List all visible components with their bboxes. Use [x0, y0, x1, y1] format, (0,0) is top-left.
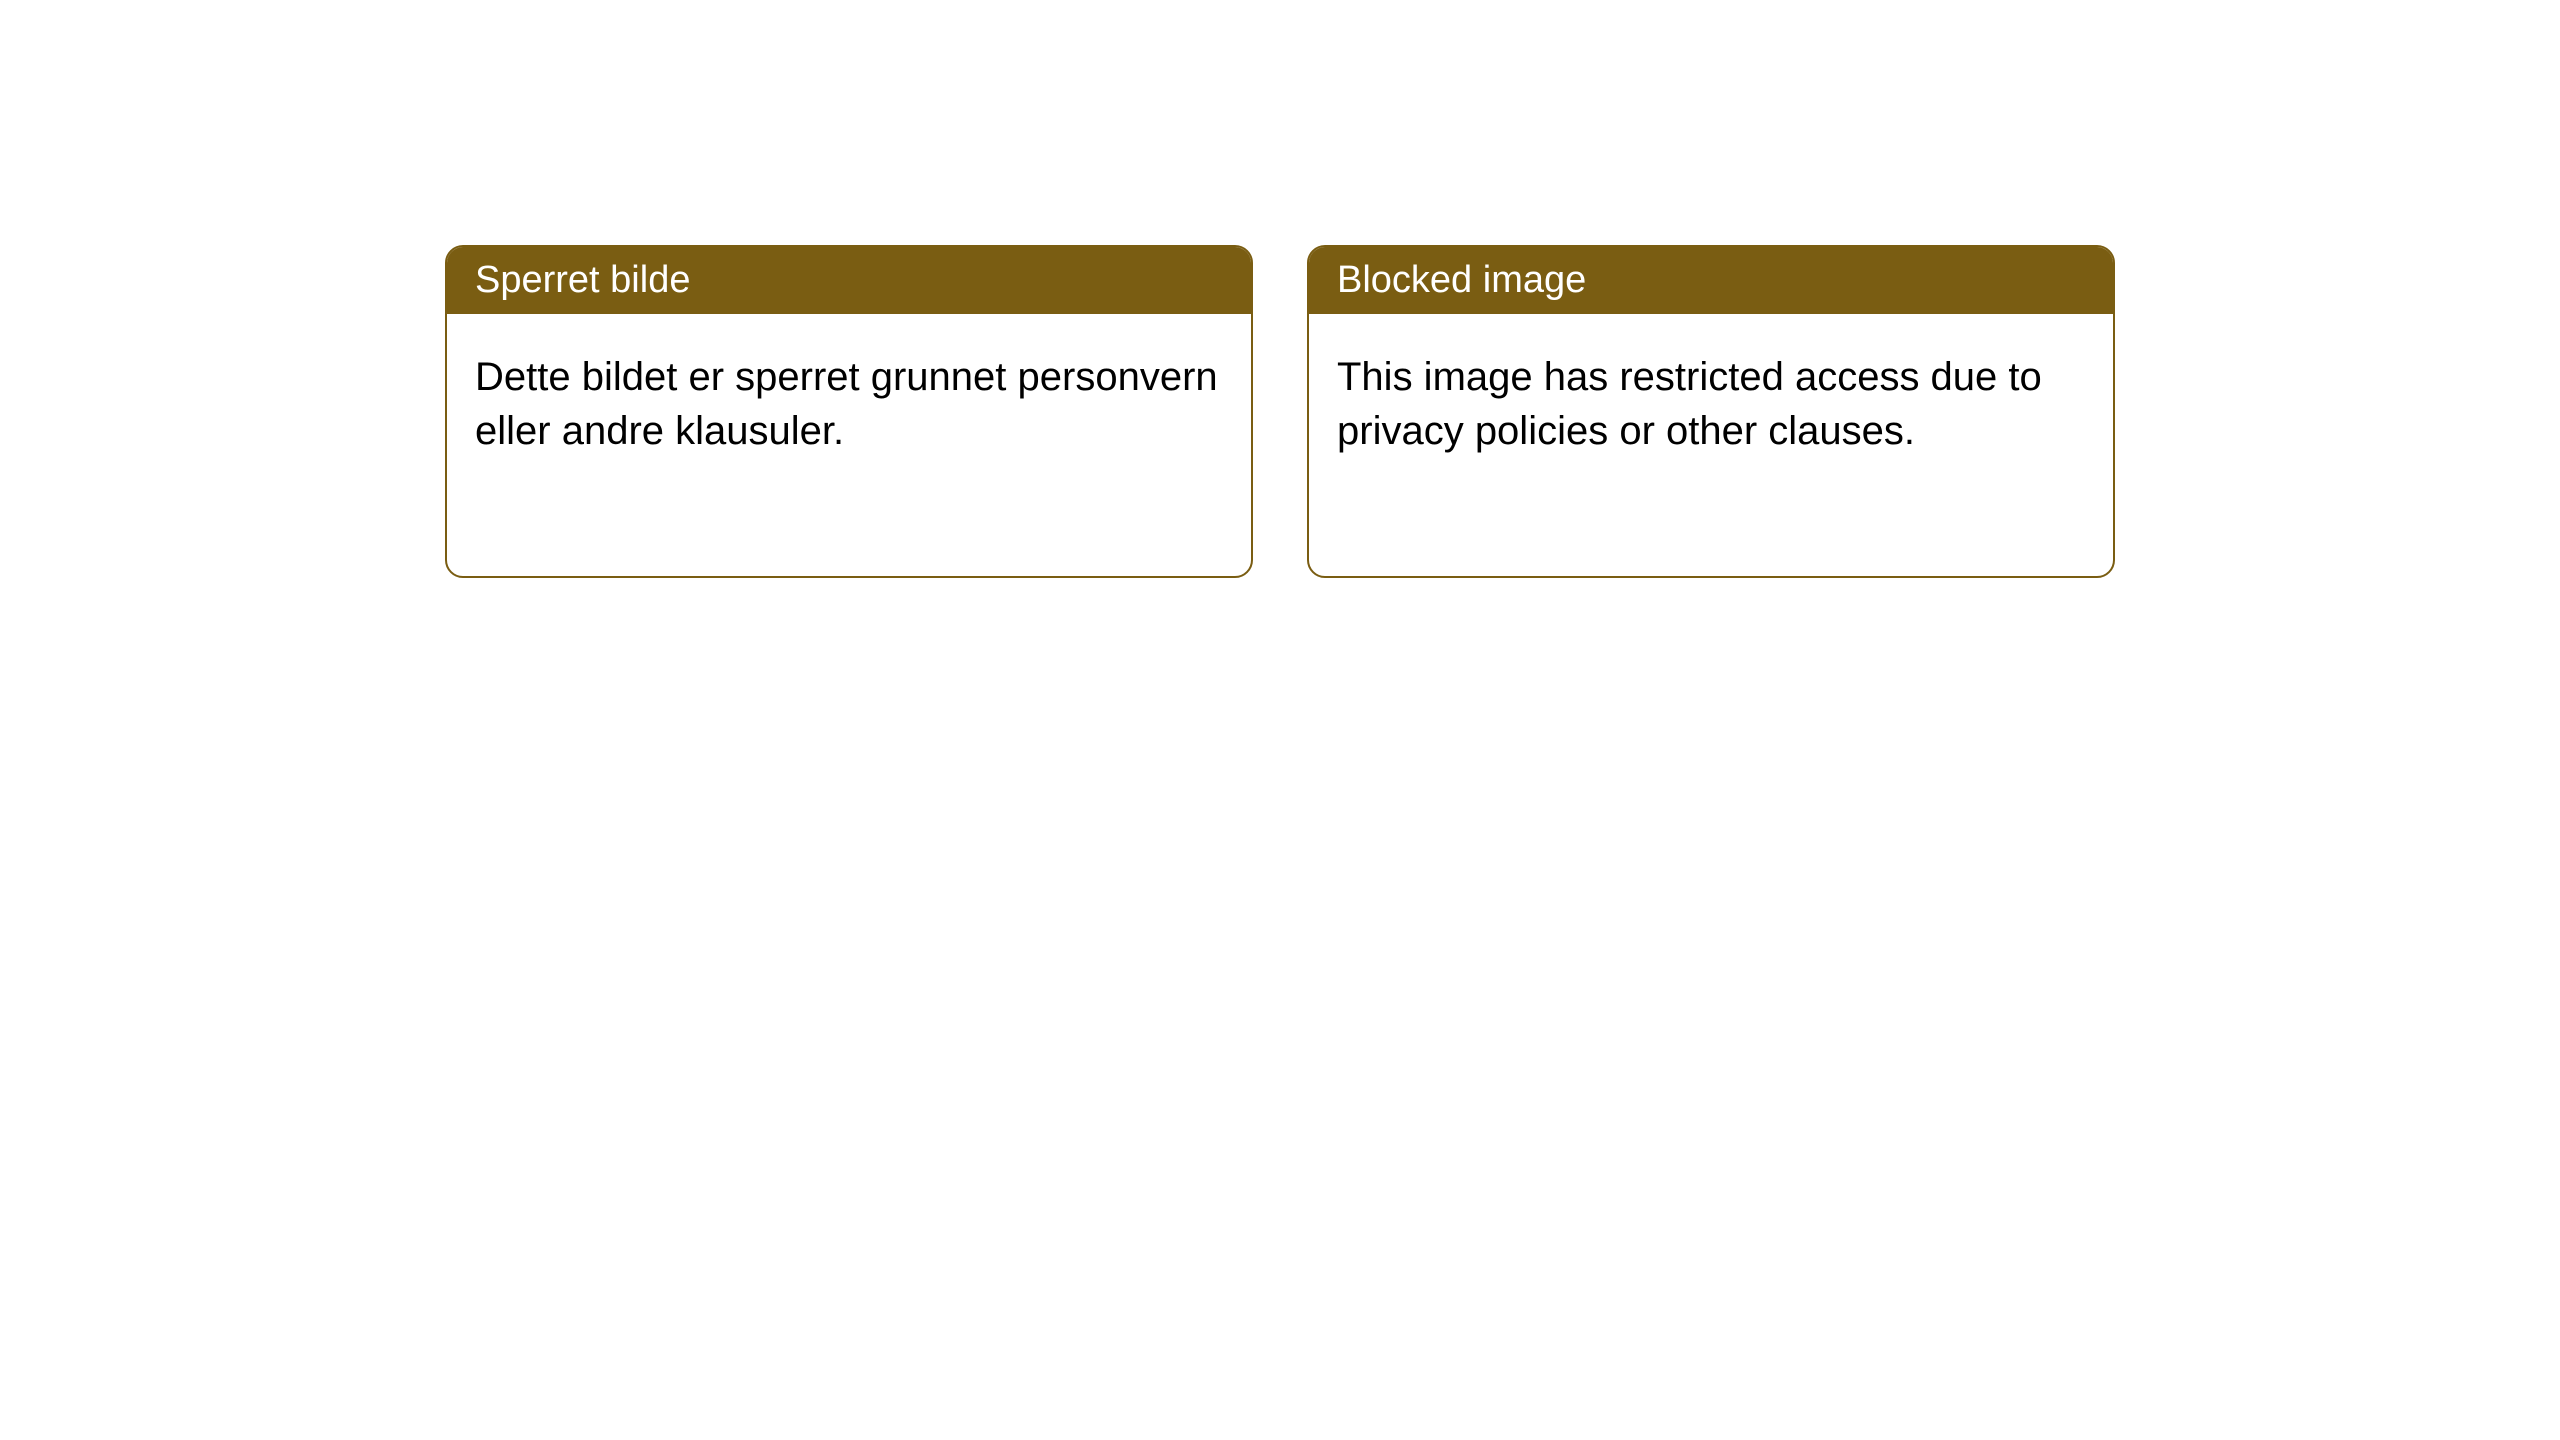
card-title: Blocked image [1337, 259, 1586, 301]
card-body: Dette bildet er sperret grunnet personve… [447, 314, 1251, 494]
card-message: This image has restricted access due to … [1337, 355, 2042, 453]
blocked-image-card-no: Sperret bilde Dette bildet er sperret gr… [445, 245, 1253, 578]
card-title: Sperret bilde [475, 259, 690, 301]
card-header: Blocked image [1309, 247, 2113, 314]
card-header: Sperret bilde [447, 247, 1251, 314]
blocked-image-card-en: Blocked image This image has restricted … [1307, 245, 2115, 578]
notice-container: Sperret bilde Dette bildet er sperret gr… [445, 245, 2115, 1440]
card-message: Dette bildet er sperret grunnet personve… [475, 355, 1218, 453]
card-body: This image has restricted access due to … [1309, 314, 2113, 494]
